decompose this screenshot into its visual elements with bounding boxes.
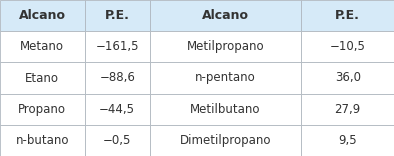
Bar: [85, 62, 150, 94]
Bar: [0, 125, 85, 156]
Bar: [85, 125, 150, 156]
Text: −44,5: −44,5: [99, 103, 135, 116]
Text: Alcano: Alcano: [202, 9, 249, 22]
Bar: [0, 31, 85, 62]
Text: n-pentano: n-pentano: [195, 71, 256, 85]
Bar: [85, 0, 150, 31]
Text: Propano: Propano: [19, 103, 66, 116]
Bar: [150, 0, 301, 31]
Bar: [150, 62, 301, 94]
Text: −0,5: −0,5: [103, 134, 132, 147]
Bar: [85, 31, 150, 62]
Text: Metilpropano: Metilpropano: [187, 40, 264, 53]
Bar: [301, 125, 394, 156]
Bar: [301, 62, 394, 94]
Text: 9,5: 9,5: [338, 134, 357, 147]
Text: −161,5: −161,5: [95, 40, 139, 53]
Text: Metano: Metano: [20, 40, 64, 53]
Bar: [301, 94, 394, 125]
Bar: [301, 0, 394, 31]
Text: Dimetilpropano: Dimetilpropano: [180, 134, 271, 147]
Bar: [0, 0, 85, 31]
Text: Etano: Etano: [25, 71, 59, 85]
Bar: [150, 94, 301, 125]
Bar: [0, 62, 85, 94]
Text: P.E.: P.E.: [105, 9, 130, 22]
Bar: [150, 125, 301, 156]
Bar: [301, 31, 394, 62]
Text: 27,9: 27,9: [335, 103, 361, 116]
Bar: [0, 94, 85, 125]
Text: −88,6: −88,6: [99, 71, 135, 85]
Text: Alcano: Alcano: [19, 9, 66, 22]
Text: Metilbutano: Metilbutano: [190, 103, 261, 116]
Text: n-butano: n-butano: [16, 134, 69, 147]
Text: P.E.: P.E.: [335, 9, 360, 22]
Bar: [150, 31, 301, 62]
Bar: [85, 94, 150, 125]
Text: −10,5: −10,5: [330, 40, 366, 53]
Text: 36,0: 36,0: [335, 71, 361, 85]
